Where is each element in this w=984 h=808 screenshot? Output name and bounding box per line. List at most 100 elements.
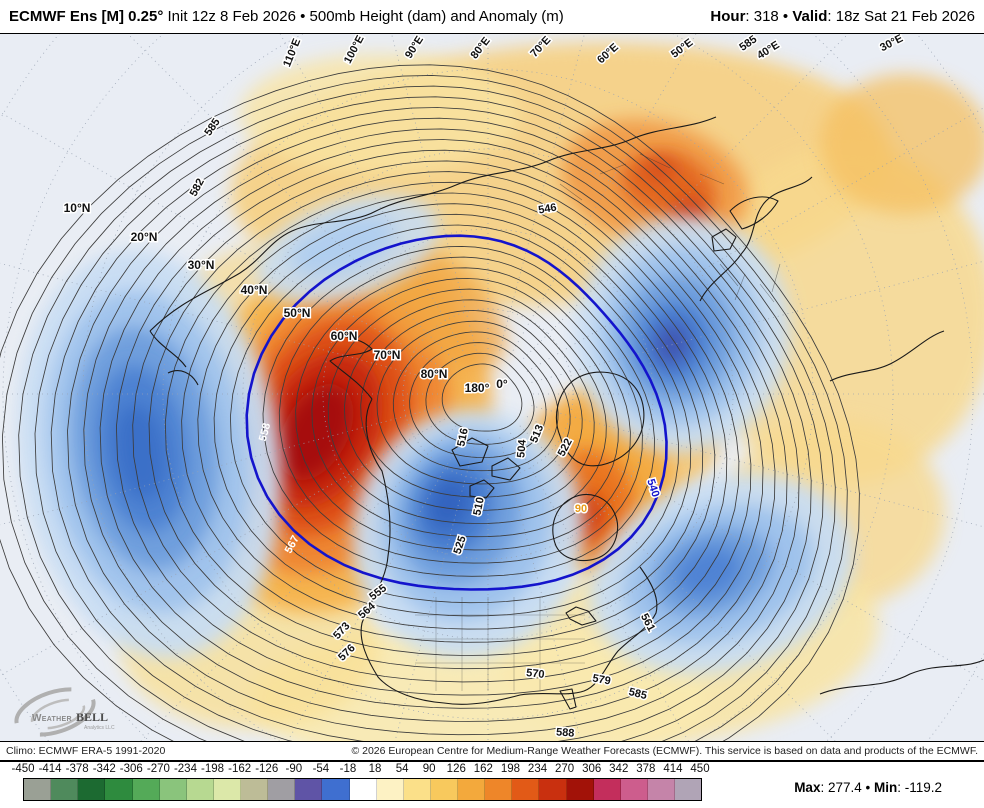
min-value: : -119.2 (897, 780, 942, 795)
latitude-label: 60°N (331, 329, 358, 343)
colorbar-tick: 306 (582, 763, 602, 775)
contour-label: 588 (556, 726, 575, 739)
contour-label: 516 (455, 427, 471, 447)
colorbar-segment (213, 779, 241, 800)
logo-swirl (30, 698, 86, 730)
map-title-model: ECMWF Ens [M] 0.25° (9, 8, 164, 25)
coastline (149, 330, 187, 368)
colorbar-segment (376, 779, 404, 800)
climo-note: Climo: ECMWF ERA-5 1991-2020 (6, 745, 166, 757)
contour-label: 558 (257, 422, 273, 443)
colorbar-tick: -342 (92, 763, 116, 775)
colorbar-segment (430, 779, 458, 800)
coastline (711, 228, 737, 252)
height-contour (295, 267, 631, 551)
latitude-label: 180° (465, 381, 490, 395)
height-contour (376, 320, 571, 485)
state-borders (415, 597, 585, 691)
colorbar-tick: -234 (173, 763, 197, 775)
colorbar-segment (295, 779, 323, 800)
coastline (149, 116, 717, 332)
coastline (552, 494, 619, 562)
height-contour (229, 224, 680, 604)
colorbar-segment (485, 779, 513, 800)
colorbar (23, 778, 702, 801)
header-bar: ECMWF Ens [M] 0.25° Init 12z 8 Feb 2026 … (0, 0, 984, 33)
latitude-label: 80°N (421, 367, 448, 381)
colorbar-segment (24, 779, 52, 800)
height-contour (99, 139, 776, 709)
latitude-label: 50°N (284, 306, 311, 320)
contour-label: 546 (537, 202, 557, 217)
country-border (639, 153, 671, 169)
colorbar-segment (241, 779, 269, 800)
height-contour (132, 160, 752, 683)
country-border (734, 273, 746, 301)
colorbar-tick: 414 (663, 763, 683, 775)
logo-swirl (14, 687, 96, 737)
colorbar-tick: 270 (555, 763, 575, 775)
colorbar-tick: -18 (339, 763, 357, 775)
coastline (451, 437, 489, 467)
height-contour (213, 213, 692, 617)
hour-valid: Hour: 318 • Valid: 18z Sat 21 Feb 2026 (710, 8, 975, 25)
attribution-bar: Climo: ECMWF ERA-5 1991-2020 © 2026 Euro… (0, 742, 984, 762)
colorbar-segment (539, 779, 567, 800)
height-contour (343, 299, 595, 511)
colorbar-tick: -90 (285, 763, 303, 775)
colorbar-tick: -198 (201, 763, 225, 775)
colorbar-tick: -306 (119, 763, 143, 775)
colorbar-segment (51, 779, 79, 800)
min-label: Min (873, 780, 898, 795)
logo-text-weather: Weather (32, 713, 72, 724)
colorbar-tick: -270 (146, 763, 170, 775)
coastline (819, 659, 984, 695)
colorbar-tick: 378 (636, 763, 656, 775)
colorbar-tick: 162 (473, 763, 493, 775)
valid-value: : 18z Sat 21 Feb 2026 (827, 8, 975, 25)
colorbar-segment (566, 779, 594, 800)
colorbar-segment (620, 779, 648, 800)
colorbar-segment (349, 779, 377, 800)
colorbar-tick: 90 (422, 763, 436, 775)
height-contour (67, 117, 800, 736)
height-contour (441, 363, 523, 432)
coastline (559, 688, 577, 710)
height-contour (197, 203, 704, 630)
anomaly-blob (240, 54, 520, 174)
country-border (759, 283, 775, 303)
colorbar-segment (458, 779, 486, 800)
max-label: Max (794, 780, 821, 795)
maxmin-stats: Max: 277.4 • Min: -119.2 (794, 780, 942, 795)
coastline (565, 606, 597, 626)
colorbar-tick: 450 (690, 763, 710, 775)
colorbar-segment (105, 779, 133, 800)
latitude-label: 70°N (374, 348, 401, 362)
colorbar-tick: 126 (446, 763, 466, 775)
colorbar-segment (593, 779, 621, 800)
latitude-label: 40°N (241, 283, 268, 297)
anomaly-blob (290, 215, 396, 277)
contour-label: 504 (515, 438, 529, 458)
coastline (469, 479, 495, 499)
colorbar-segment (268, 779, 296, 800)
colorbar-segment (159, 779, 187, 800)
colorbar-tick: 54 (395, 763, 409, 775)
anomaly-blob (428, 477, 470, 531)
coastline (491, 457, 521, 481)
height-contour (1, 74, 848, 741)
height-contour (181, 192, 716, 643)
anomaly-blob (674, 546, 742, 598)
colorbar-tick: 198 (500, 763, 521, 775)
height-contour (262, 245, 655, 577)
colorbar-segment (78, 779, 106, 800)
country-border (771, 263, 781, 293)
colorbar-tick: -414 (38, 763, 62, 775)
latitude-label: 0° (496, 377, 508, 391)
height-contour (409, 342, 547, 458)
latitude-label: 20°N (131, 230, 158, 244)
contour-label: 90 (575, 503, 587, 515)
map-title: ECMWF Ens [M] 0.25° Init 12z 8 Feb 2026 … (9, 8, 564, 25)
contour-label: 570 (526, 667, 546, 681)
